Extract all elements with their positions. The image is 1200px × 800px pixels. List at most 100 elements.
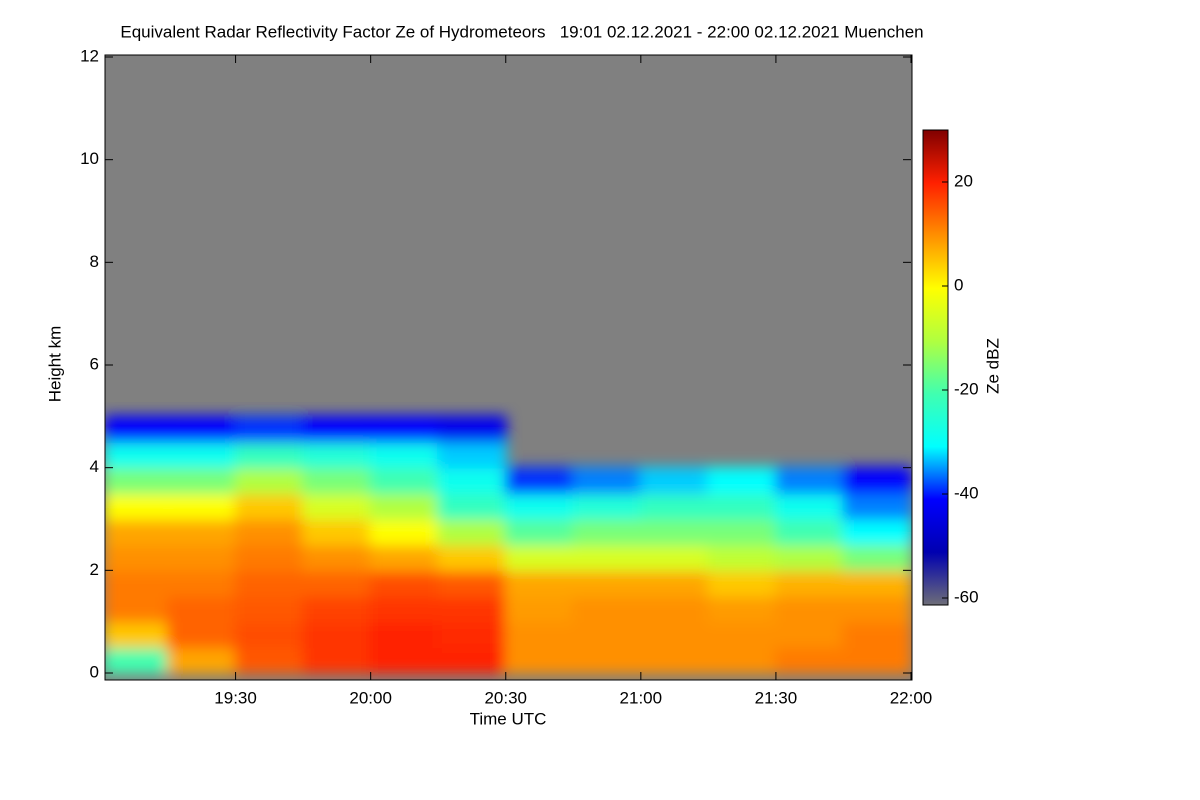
heatmap-cell [302, 492, 372, 520]
x-tick-label: 20:00 [349, 688, 392, 707]
y-axis-label: Height km [45, 326, 64, 403]
heatmap-cell [369, 415, 440, 443]
heatmap-cell [369, 569, 440, 597]
heatmap-cell [234, 466, 305, 495]
heatmap-cell [369, 646, 440, 674]
heatmap-cell [105, 492, 170, 520]
heatmap-cell [774, 518, 845, 546]
heatmap-cell [774, 595, 845, 623]
heatmap-cell [504, 492, 575, 520]
heatmap-cell [302, 466, 372, 495]
heatmap-cell [842, 543, 912, 572]
colorbar-tick-label: 20 [954, 171, 973, 190]
heatmap-cell [437, 466, 507, 495]
x-tick-label: 19:30 [214, 688, 257, 707]
heatmap-cell [105, 595, 170, 623]
heatmap-cell [234, 441, 305, 469]
heatmap-cell [437, 543, 507, 572]
heatmap-cell [842, 518, 912, 546]
heatmap-cell [302, 620, 372, 649]
heatmap-cell [167, 518, 237, 546]
heatmap-cell [842, 646, 912, 674]
y-tick-label: 12 [80, 46, 99, 65]
heatmap-cell [167, 415, 237, 443]
heatmap-cell [302, 595, 372, 623]
chart-title: Equivalent Radar Reflectivity Factor Ze … [120, 22, 923, 41]
x-tick-label: 22:00 [890, 688, 933, 707]
heatmap-cell [774, 543, 845, 572]
y-tick-label: 0 [90, 662, 99, 681]
heatmap-cell [774, 646, 845, 674]
heatmap-cell [572, 569, 642, 597]
heatmap-cell [105, 620, 170, 649]
heatmap-cell [504, 569, 575, 597]
heatmap-cell [302, 569, 372, 597]
heatmap-cell [572, 466, 642, 495]
heatmap-cell [639, 646, 710, 674]
heatmap-cell [572, 518, 642, 546]
heatmap-cell [234, 646, 305, 674]
heatmap-cell [167, 492, 237, 520]
heatmap-cell [167, 595, 237, 623]
colorbar-tick-label: -20 [954, 379, 979, 398]
heatmap-cell [167, 466, 237, 495]
heatmap-cell [639, 543, 710, 572]
heatmap-cell [437, 620, 507, 649]
y-tick-label: 4 [90, 457, 99, 476]
heatmap-cell [302, 415, 372, 443]
heatmap-cell [437, 441, 507, 469]
heatmap-cell [572, 646, 642, 674]
heatmap-cell [437, 646, 507, 674]
heatmap-cell [105, 415, 170, 443]
heatmap-cell [639, 595, 710, 623]
heatmap-cell [105, 518, 170, 546]
heatmap-cell [437, 492, 507, 520]
y-tick-label: 10 [80, 149, 99, 168]
heatmap-cell [167, 441, 237, 469]
heatmap-cell [572, 543, 642, 572]
heatmap-cell [707, 620, 777, 649]
x-axis-label: Time UTC [470, 709, 547, 728]
heatmap-cell [167, 543, 237, 572]
colorbar-tick-label: -40 [954, 483, 979, 502]
heatmap-cell [572, 595, 642, 623]
heatmap-cell [234, 415, 305, 443]
x-tick-label: 21:00 [620, 688, 663, 707]
heatmap-cell [774, 569, 845, 597]
colorbar-tick-label: -60 [954, 587, 979, 606]
heatmap-cell [234, 620, 305, 649]
heatmap-cell [504, 595, 575, 623]
heatmap-cell [572, 620, 642, 649]
heatmap-cell [437, 518, 507, 546]
x-tick-label: 20:30 [484, 688, 527, 707]
y-tick-label: 2 [90, 560, 99, 579]
heatmap-cell [234, 518, 305, 546]
heatmap-cell [504, 646, 575, 674]
heatmap-cell [302, 543, 372, 572]
heatmap-cell [167, 620, 237, 649]
heatmap-cell [369, 543, 440, 572]
heatmap-cell [437, 569, 507, 597]
heatmap-cell [302, 518, 372, 546]
heatmap-cell [639, 518, 710, 546]
heatmap-cell [437, 415, 507, 443]
heatmap-cell [842, 595, 912, 623]
heatmap-cell [707, 595, 777, 623]
heatmap-cell [707, 646, 777, 674]
heatmap-cell [504, 518, 575, 546]
heatmap-cell [842, 569, 912, 597]
plot-frame [104, 54, 913, 681]
heatmap-cell [639, 620, 710, 649]
heatmap-cell [842, 620, 912, 649]
heatmap-cell [369, 595, 440, 623]
heatmap-cell [234, 543, 305, 572]
heatmap-cell [234, 492, 305, 520]
heatmap-cell [774, 492, 845, 520]
x-tick-label: 21:30 [755, 688, 798, 707]
heatmap-cell [105, 466, 170, 495]
heatmap-cell [167, 569, 237, 597]
heatmap-cell [302, 441, 372, 469]
heatmap-cell [369, 492, 440, 520]
heatmap-cell [774, 620, 845, 649]
